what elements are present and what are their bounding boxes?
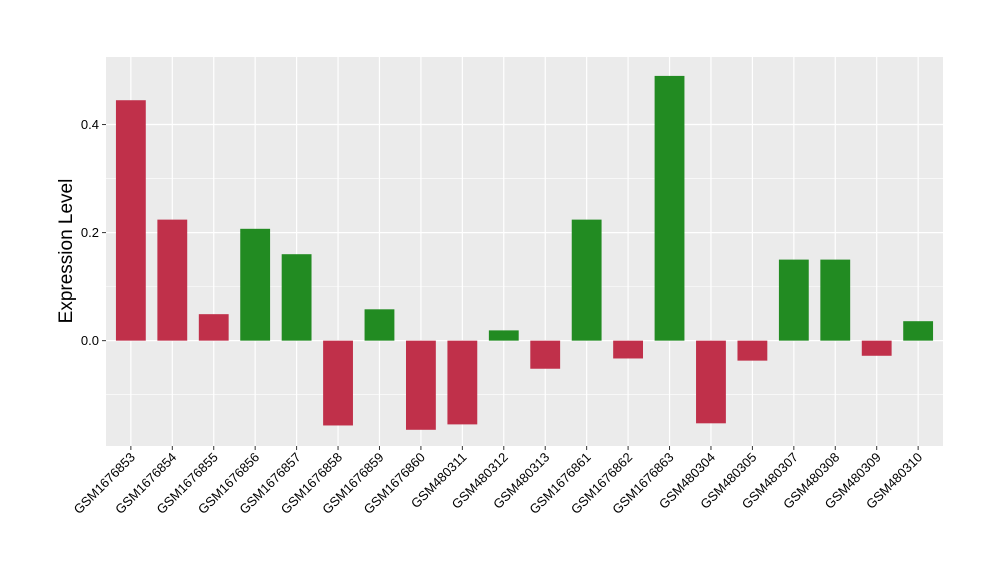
bar-GSM1676859 [364,309,395,341]
bar-GSM1676853 [115,100,146,341]
bar-GSM1676863 [654,75,685,341]
bar-GSM1676857 [281,254,312,341]
bar-GSM480307 [778,259,809,341]
bar-GSM480308 [820,259,851,341]
bar-GSM480309 [861,340,892,356]
bar-GSM480311 [447,340,478,425]
bar-GSM480312 [488,330,519,341]
bars [115,75,934,430]
bar-GSM480310 [903,321,934,341]
bar-GSM1676854 [157,219,188,341]
bar-GSM480304 [696,340,726,424]
y-tick-label: 0.0 [81,333,99,348]
bar-GSM1676858 [323,340,353,426]
bar-GSM480305 [737,340,768,361]
y-axis-title: Expression Level [56,179,77,324]
bar-GSM1676862 [613,340,644,359]
plot-panel [106,57,943,446]
bar-GSM1676861 [571,219,602,341]
y-tick-label: 0.2 [81,225,99,240]
bar-GSM1676860 [405,340,436,430]
bar-GSM480313 [530,340,561,369]
y-tick-label: 0.4 [81,117,99,132]
bar-GSM1676856 [240,228,271,341]
bar-GSM1676855 [198,314,229,341]
